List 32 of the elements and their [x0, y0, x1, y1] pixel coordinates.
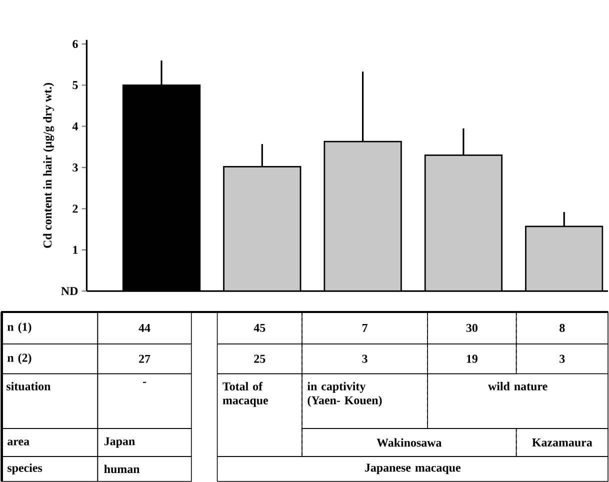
y-tick-label: 1: [73, 246, 78, 254]
y-tick-label: ND: [61, 286, 78, 295]
text: 45: [254, 324, 266, 332]
text: -: [142, 382, 146, 383]
text: 3: [362, 354, 368, 363]
text: n (2): [8, 353, 32, 364]
y-tick-label: 3: [72, 163, 78, 172]
text: species: [8, 463, 42, 474]
text: 3: [560, 354, 565, 363]
text: in captivity (Yaen- Kouen): [307, 382, 382, 407]
y-tick-label: 2: [72, 204, 78, 212]
text: Wakinosawa: [376, 438, 442, 447]
text: Japan: [104, 437, 135, 448]
y-tick-label: 6: [72, 40, 78, 48]
text: 27: [139, 354, 150, 363]
text: Kazamaura: [532, 438, 592, 446]
text: n (1): [8, 322, 32, 334]
y-tick-label: 4: [72, 122, 78, 130]
text: human: [104, 464, 140, 473]
text: area: [8, 439, 30, 446]
text: Japanese macaque: [365, 464, 461, 474]
y-tick-label: 5: [72, 80, 78, 89]
text: 19: [466, 354, 478, 363]
text: 8: [560, 324, 565, 332]
y-axis-title: Cd content in hair (µg/g dry wt.): [43, 82, 54, 248]
text: 25: [254, 354, 266, 363]
text: 7: [362, 324, 368, 332]
text: wild nature: [488, 382, 548, 390]
text: situation: [6, 382, 51, 390]
text: 30: [466, 324, 478, 332]
text: Total of macaque: [222, 382, 268, 407]
text: 44: [138, 324, 150, 332]
